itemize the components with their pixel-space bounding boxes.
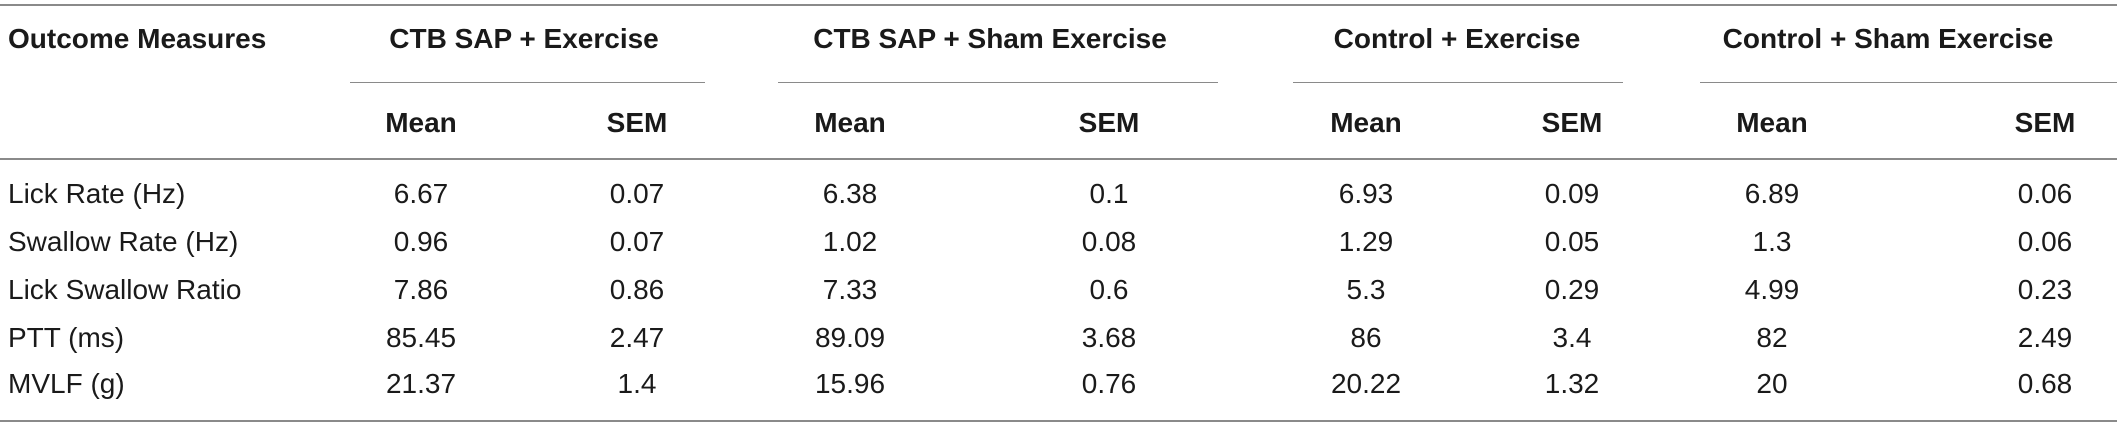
- header-bottom-rule: [0, 158, 2117, 160]
- table-cell: 6.89: [1744, 178, 1800, 209]
- table-cell: 1.29: [1338, 226, 1394, 257]
- table-cell: 4.99: [1744, 274, 1800, 305]
- subheader-sem: SEM: [1541, 107, 1603, 138]
- subheader-mean: Mean: [814, 107, 886, 138]
- table-cell: 86: [1350, 322, 1382, 353]
- table-cell: 0.68: [2017, 368, 2073, 399]
- table-cell: 3.4: [1552, 322, 1592, 353]
- row-label: Lick Swallow Ratio: [8, 274, 242, 305]
- table-cell: 1.02: [822, 226, 878, 257]
- table-cell: 1.4: [617, 368, 657, 399]
- subheader-mean: Mean: [385, 107, 457, 138]
- table-cell: 6.93: [1338, 178, 1394, 209]
- table-cell: 85.45: [385, 322, 457, 353]
- table-cell: 5.3: [1346, 274, 1386, 305]
- row-label: MVLF (g): [8, 368, 125, 399]
- table-cell: 0.05: [1544, 226, 1600, 257]
- subheader-mean: Mean: [1330, 107, 1402, 138]
- table-bottom-rule: [0, 420, 2117, 422]
- table-cell: 0.07: [609, 178, 665, 209]
- table-cell: 0.06: [2017, 226, 2073, 257]
- table-cell: 0.08: [1081, 226, 1137, 257]
- group-header-ctb-sap-exercise: CTB SAP + Exercise: [389, 23, 659, 54]
- subheader-mean: Mean: [1736, 107, 1808, 138]
- table-cell: 2.47: [609, 322, 665, 353]
- table-cell: 0.07: [609, 226, 665, 257]
- table-cell: 7.33: [822, 274, 878, 305]
- subheader-sem: SEM: [1078, 107, 1140, 138]
- table-cell: 1.32: [1544, 368, 1600, 399]
- group-rule-4: [1700, 82, 2117, 83]
- table-cell: 0.86: [609, 274, 665, 305]
- table-cell: 21.37: [385, 368, 457, 399]
- table-cell: 15.96: [814, 368, 886, 399]
- group-header-control-sham-exercise: Control + Sham Exercise: [1722, 23, 2054, 54]
- table-cell: 89.09: [814, 322, 886, 353]
- group-header-control-exercise: Control + Exercise: [1333, 23, 1581, 54]
- table-cell: 7.86: [393, 274, 449, 305]
- table-cell: 0.96: [393, 226, 449, 257]
- table-cell: 0.09: [1544, 178, 1600, 209]
- row-label: Swallow Rate (Hz): [8, 226, 239, 257]
- group-rule-2: [778, 82, 1218, 83]
- subheader-sem: SEM: [606, 107, 668, 138]
- table-cell: 1.3: [1752, 226, 1792, 257]
- table-cell: 0.23: [2017, 274, 2073, 305]
- row-label: Lick Rate (Hz): [8, 178, 186, 209]
- table-cell: 20: [1756, 368, 1788, 399]
- table-cell: 3.68: [1081, 322, 1137, 353]
- table-cell: 0.76: [1081, 368, 1137, 399]
- table-cell: 6.38: [822, 178, 878, 209]
- outcome-measures-header: Outcome Measures: [8, 23, 267, 54]
- table-top-rule: [0, 4, 2117, 6]
- table-cell: 2.49: [2017, 322, 2073, 353]
- row-label: PTT (ms): [8, 322, 125, 353]
- table-cell: 0.1: [1089, 178, 1129, 209]
- group-rule-3: [1293, 82, 1623, 83]
- table-cell: 0.29: [1544, 274, 1600, 305]
- group-rule-1: [350, 82, 705, 83]
- table-cell: 20.22: [1330, 368, 1402, 399]
- table-cell: 0.6: [1089, 274, 1129, 305]
- table-cell: 82: [1756, 322, 1788, 353]
- table-cell: 0.06: [2017, 178, 2073, 209]
- table-cell: 6.67: [393, 178, 449, 209]
- subheader-sem: SEM: [2014, 107, 2076, 138]
- group-header-ctb-sap-sham-exercise: CTB SAP + Sham Exercise: [813, 23, 1167, 54]
